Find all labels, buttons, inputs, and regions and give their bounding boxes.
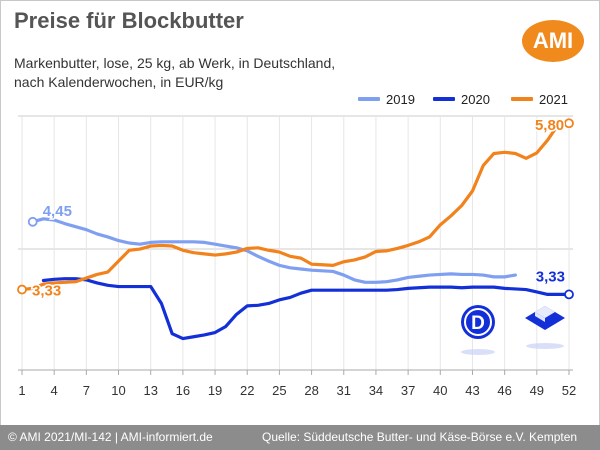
- legend-label: 2019: [386, 91, 415, 107]
- legend-label: 2020: [461, 91, 490, 107]
- x-tick-label: 46: [497, 383, 511, 398]
- x-tick-label: 22: [240, 383, 254, 398]
- series-line-2019: [31, 217, 517, 284]
- marker-2020-end: [564, 289, 574, 300]
- data-label-2019: 4,45: [43, 203, 72, 220]
- data-label-2020: 3,33: [536, 269, 565, 286]
- subtitle-line-2: nach Kalenderwochen, in EUR/kg: [14, 74, 224, 90]
- x-tick-label: 52: [562, 383, 576, 398]
- legend-swatch: [433, 97, 455, 101]
- subtitle-line-1: Markenbutter, lose, 25 kg, ab Werk, in D…: [14, 55, 336, 71]
- line-chart: 1 4 7 10 13 16 19 22 25 28 31 34 37 40 43 46 49 52 D 4,45 3,…: [17, 115, 576, 398]
- marker-2021-end: [564, 118, 574, 129]
- butter-block-side: [535, 312, 545, 322]
- x-tick-label: 40: [433, 383, 447, 398]
- x-tick-label: 19: [208, 383, 222, 398]
- x-tick-label: 4: [51, 383, 58, 398]
- data-label-2021: 5,80: [535, 117, 564, 134]
- x-tick-label: 25: [272, 383, 286, 398]
- legend-swatch: [511, 97, 533, 101]
- x-tick-label: 49: [530, 383, 544, 398]
- data-label-2021: 3,33: [32, 283, 61, 300]
- x-tick-label: 37: [401, 383, 415, 398]
- x-tick-label: 31: [337, 383, 351, 398]
- x-tick-label: 34: [369, 383, 383, 398]
- x-tick-label: 43: [465, 383, 479, 398]
- legend-item-2020: 2020: [433, 90, 490, 108]
- d-badge-reflection: [461, 349, 495, 355]
- footer-source: Quelle: Süddeutsche Butter- und Käse-Bör…: [262, 430, 578, 444]
- marker-2021-start: [17, 284, 27, 295]
- chart-title: Preise für Blockbutter: [14, 8, 244, 33]
- x-tick-label: 13: [143, 383, 157, 398]
- d-badge-letter: D: [471, 313, 485, 334]
- legend-label: 2021: [539, 91, 568, 107]
- x-tick-label: 28: [304, 383, 318, 398]
- legend-swatch: [358, 97, 380, 101]
- series-line-2020: [41, 277, 571, 341]
- footer-bar: © AMI 2021/MI-142 | AMI-informiert.de Qu…: [0, 425, 600, 450]
- footer-copyright: © AMI 2021/MI-142 | AMI-informiert.de: [8, 430, 213, 444]
- x-tick-label: 7: [83, 383, 90, 398]
- d-badge-ring: [464, 308, 492, 336]
- x-tick-label: 10: [111, 383, 125, 398]
- marker-2019-start: [27, 216, 38, 227]
- butter-block-reflection: [526, 343, 564, 349]
- legend-item-2019: 2019: [358, 90, 415, 108]
- chart-subtitle: Markenbutter, lose, 25 kg, ab Werk, in D…: [14, 54, 335, 92]
- x-tick-label: 1: [18, 383, 25, 398]
- series-line-2021: [20, 121, 571, 292]
- ami-logo: AMI: [522, 20, 584, 62]
- x-tick-label: 16: [176, 383, 190, 398]
- legend-item-2021: 2021: [511, 90, 568, 108]
